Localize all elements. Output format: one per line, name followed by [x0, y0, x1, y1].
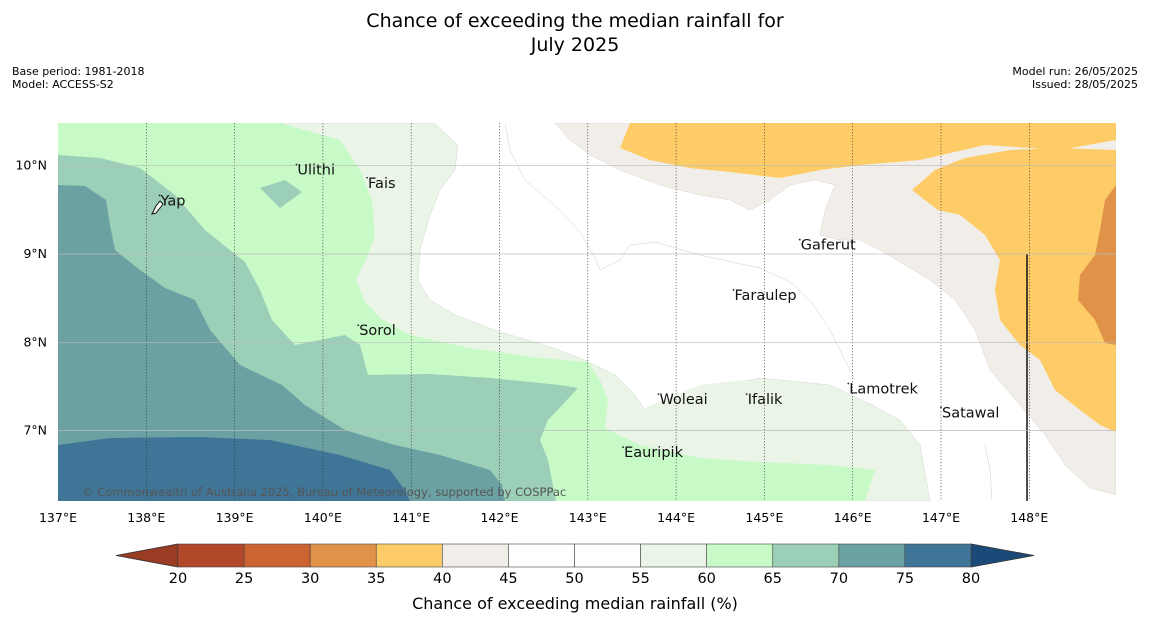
colorbar: 20 25 30 35 40 45 50 55 60 65 70 75 80 — [115, 543, 1035, 587]
colorbar-bin — [442, 543, 509, 568]
colorbar-bin — [177, 543, 245, 568]
colorbar-tick-label: 70 — [830, 571, 848, 587]
colorbar-bin — [508, 543, 575, 568]
colorbar-over-arrow — [970, 543, 1035, 568]
lon-tick-label: 143°E — [569, 510, 607, 525]
colorbar-tick-label: 60 — [697, 571, 715, 587]
title-line-1: Chance of exceeding the median rainfall … — [366, 10, 784, 32]
contour-30-35-east — [1020, 123, 1116, 345]
place-marker — [732, 289, 735, 291]
axis-labels: 137°E 138°E 139°E 140°E 141°E 142°E 143°E 144°E… — [15, 158, 1048, 525]
place-label: Ifalik — [748, 392, 783, 408]
contour-line-white-3 — [984, 444, 993, 501]
place-label: Gaferut — [801, 238, 856, 254]
place-marker — [295, 163, 298, 166]
colorbar-bin — [838, 543, 906, 568]
place-marker — [366, 176, 368, 179]
colorbar-title: Chance of exceeding median rainfall (%) — [412, 594, 738, 613]
colorbar-tick-label: 55 — [631, 571, 649, 587]
lon-tick-label: 142°E — [480, 510, 518, 525]
colorbar-bin — [772, 543, 840, 568]
issued-label: Issued: 28/05/2025 — [1031, 78, 1138, 91]
place-label: Woleai — [659, 392, 707, 408]
colorbar-tick-label: 65 — [764, 571, 782, 587]
contour-70-75 — [58, 185, 505, 501]
colorbar-tick-label: 20 — [169, 571, 187, 587]
lon-tick-label: 147°E — [922, 510, 960, 525]
place-marker — [158, 194, 161, 197]
place-label: Eauripik — [624, 445, 683, 461]
model-run-label: Model run: 26/05/2025 — [1012, 65, 1138, 78]
lon-tick-label: 138°E — [127, 510, 165, 525]
place-marker — [745, 393, 748, 396]
place-labels: Ulithi Fais Yap Gaferut Faraulep Sorol Woleai I… — [158, 163, 999, 461]
lat-tick-label: 9°N — [23, 246, 47, 261]
place-label: Faraulep — [734, 288, 796, 304]
lon-tick-label: 137°E — [39, 510, 77, 525]
colorbar-tick-label: 45 — [499, 571, 517, 587]
contour-line-white-1 — [504, 123, 601, 271]
colorbar-tick-label: 80 — [962, 571, 980, 587]
place-label: Lamotrek — [849, 382, 918, 398]
colorbar-bin — [574, 543, 641, 568]
yap-island — [151, 200, 164, 215]
lon-tick-label: 141°E — [392, 510, 430, 525]
colorbar-tick-label: 50 — [565, 571, 583, 587]
colorbar-bin — [243, 543, 311, 568]
lon-tick-label: 139°E — [216, 510, 254, 525]
place-marker — [940, 406, 942, 409]
colorbar-bin — [706, 543, 774, 568]
colorbar-under-arrow — [115, 543, 179, 568]
place-label: Ulithi — [297, 163, 335, 179]
lat-tick-label: 10°N — [15, 158, 47, 173]
colorbar-bin — [309, 543, 377, 568]
place-marker — [847, 382, 850, 385]
colorbar-tick-label: 35 — [367, 571, 385, 587]
place-label: Fais — [368, 176, 395, 192]
lon-tick-label: 144°E — [657, 510, 695, 525]
graticule — [58, 123, 1116, 501]
model-label: Model: ACCESS-S2 — [12, 78, 114, 91]
colorbar-bin — [375, 543, 443, 568]
colorbar-tick-label: 75 — [896, 571, 914, 587]
contour-65-70-patch — [260, 180, 302, 208]
lon-tick-label: 145°E — [745, 510, 783, 525]
contour-35-40-north — [620, 123, 1116, 178]
colorbar-tick-label: 40 — [433, 571, 451, 587]
place-label: Yap — [160, 193, 186, 209]
lon-tick-label: 148°E — [1010, 510, 1048, 525]
base-period-info: Base period: 1981-2018 Model: ACCESS-S2 — [12, 65, 144, 91]
lon-tick-label: 146°E — [834, 510, 872, 525]
colorbar-bin — [640, 543, 707, 568]
place-label: Sorol — [359, 323, 396, 339]
base-period-label: Base period: 1981-2018 — [12, 65, 145, 78]
colorbar-tick-label: 25 — [235, 571, 253, 587]
lon-tick-label: 140°E — [304, 510, 342, 525]
contour-35-40-east — [912, 148, 1116, 432]
colorbar-bin — [904, 543, 972, 568]
copyright-notice: © Commonwealth of Australia 2025, Bureau… — [82, 485, 566, 499]
contour-line-white-2 — [599, 241, 856, 381]
place-label: Satawal — [942, 405, 999, 421]
place-marker — [798, 238, 801, 241]
contour-layer — [58, 123, 1116, 501]
map-title: Chance of exceeding the median rainfall … — [0, 9, 1150, 57]
place-marker — [622, 446, 625, 448]
colorbar-tick-label: 30 — [301, 571, 319, 587]
place-marker — [657, 393, 660, 396]
title-line-2: July 2025 — [530, 34, 620, 56]
lat-tick-label: 8°N — [23, 334, 47, 349]
contour-55-60-patch — [640, 380, 880, 460]
lat-tick-label: 7°N — [23, 423, 47, 438]
place-marker — [357, 324, 360, 327]
model-run-info: Model run: 26/05/2025 Issued: 28/05/2025 — [1012, 65, 1138, 91]
